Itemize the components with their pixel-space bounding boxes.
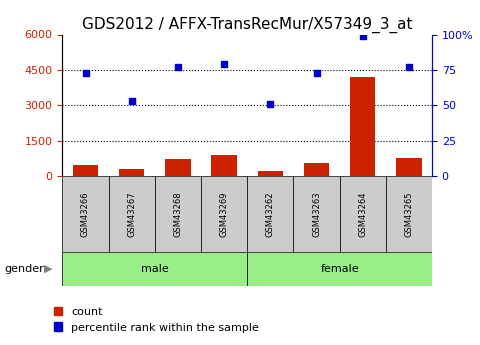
Bar bbox=[258, 171, 283, 176]
Text: ▶: ▶ bbox=[44, 264, 52, 274]
Point bbox=[266, 101, 274, 107]
Text: GSM43267: GSM43267 bbox=[127, 191, 136, 237]
Point bbox=[220, 61, 228, 67]
Bar bbox=[119, 169, 144, 176]
Bar bbox=[340, 176, 386, 252]
Bar bbox=[304, 163, 329, 176]
Text: GSM43263: GSM43263 bbox=[312, 191, 321, 237]
Bar bbox=[396, 158, 421, 176]
Text: GSM43269: GSM43269 bbox=[220, 191, 228, 237]
Text: gender: gender bbox=[5, 264, 45, 274]
Text: GSM43268: GSM43268 bbox=[173, 191, 182, 237]
Bar bbox=[165, 159, 191, 176]
Bar bbox=[350, 77, 375, 176]
Bar bbox=[201, 176, 247, 252]
Text: male: male bbox=[141, 264, 168, 274]
Bar bbox=[62, 252, 247, 286]
Bar bbox=[73, 165, 98, 176]
Point bbox=[128, 98, 135, 104]
Bar bbox=[386, 176, 432, 252]
Point bbox=[359, 33, 367, 39]
Point bbox=[312, 70, 320, 76]
Bar bbox=[247, 252, 432, 286]
Title: GDS2012 / AFFX-TransRecMur/X57349_3_at: GDS2012 / AFFX-TransRecMur/X57349_3_at bbox=[82, 17, 412, 33]
Legend: count, percentile rank within the sample: count, percentile rank within the sample bbox=[54, 307, 259, 333]
Text: female: female bbox=[320, 264, 359, 274]
Bar bbox=[247, 176, 293, 252]
Point bbox=[405, 64, 413, 70]
Text: GSM43265: GSM43265 bbox=[404, 191, 413, 237]
Bar bbox=[155, 176, 201, 252]
Text: GSM43266: GSM43266 bbox=[81, 191, 90, 237]
Text: GSM43262: GSM43262 bbox=[266, 191, 275, 237]
Point bbox=[82, 70, 89, 76]
Bar bbox=[293, 176, 339, 252]
Text: GSM43264: GSM43264 bbox=[358, 191, 367, 237]
Bar bbox=[108, 176, 155, 252]
Point bbox=[174, 64, 182, 70]
Bar bbox=[211, 155, 237, 176]
Bar bbox=[62, 176, 108, 252]
